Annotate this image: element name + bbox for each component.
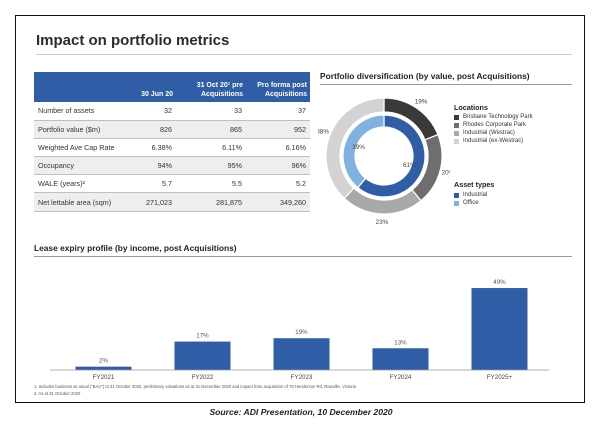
cell-value: 271,023	[126, 192, 176, 212]
donut-labels: 19% 20% 23% 38% 61% 39%	[318, 98, 450, 226]
bar-value-label: 49%	[493, 279, 506, 286]
category-label: FY2024	[390, 374, 412, 381]
cell-value: 281,875	[176, 192, 246, 212]
table-row: Number of assets 32 33 37	[34, 102, 310, 121]
locations-slice-industrial-ex-westrac	[325, 97, 385, 200]
asset-types-legend-heading: Asset types	[454, 180, 495, 189]
portfolio-metrics-table: 30 Jun 20 31 Oct 20¹ pre Acquisitions Pr…	[34, 72, 310, 212]
table-header-31oct20: 31 Oct 20¹ pre Acquisitions	[176, 72, 246, 102]
cell-value: 37	[246, 102, 310, 121]
bar-fy2023	[273, 338, 330, 370]
cell-value: 6.38%	[126, 138, 176, 158]
cell-value: 826	[126, 120, 176, 139]
table-row: WALE (years)² 5.7 5.5 5.2	[34, 174, 310, 194]
cell-value: 96%	[246, 156, 310, 176]
row-label: Weighted Ave Cap Rate	[34, 138, 126, 158]
locations-legend-swatch	[454, 114, 459, 120]
bar-value-label: 13%	[394, 339, 407, 346]
source-caption: Source: ADI Presentation, 10 December 20…	[209, 407, 393, 417]
bar-fy2024	[372, 348, 429, 370]
asset-types-legend-swatch	[454, 200, 459, 206]
asset-types-legend-item: Office	[454, 200, 479, 206]
bar-fy2021	[75, 366, 132, 370]
locations-legend-heading: Locations	[454, 103, 488, 112]
lease-expiry-title: Lease expiry profile (by income, post Ac…	[34, 243, 237, 253]
cell-value: 33	[176, 102, 246, 121]
locations-legend-swatch	[454, 138, 459, 144]
asset-types-slice-label: 39%	[352, 144, 365, 151]
locations-legend-label: Industrial (Westrac)	[463, 130, 515, 136]
cell-value: 6.16%	[246, 138, 310, 158]
row-label: Occupancy	[34, 156, 126, 176]
table-header-blank	[34, 72, 126, 102]
locations-legend-item: Rhodes Corporate Park	[454, 122, 526, 128]
locations-legend-swatch	[454, 130, 459, 136]
asset-types-slice-industrial	[357, 114, 426, 198]
table-header-proforma: Pro forma post Acquisitions	[246, 72, 310, 102]
row-label: WALE (years)²	[34, 174, 126, 194]
cell-value: 5.2	[246, 174, 310, 194]
table-row: Weighted Ave Cap Rate 6.38% 6.11% 6.16%	[34, 138, 310, 158]
row-label: Portfolio value ($m)	[34, 120, 126, 139]
locations-legend-label: Industrial (ex-Westrac)	[463, 138, 524, 144]
bar-value-label: 19%	[295, 329, 308, 336]
category-label: FY2022	[192, 374, 214, 381]
locations-slice-label: 20%	[442, 169, 450, 176]
portfolio-diversification-donut: 19% 20% 23% 38% 61% 39%	[318, 97, 450, 226]
footnote-1: 1. Includes business as usual ("BAU") to…	[34, 384, 357, 389]
lease-expiry-divider	[34, 256, 572, 257]
row-label: Number of assets	[34, 102, 126, 121]
page-title: Impact on portfolio metrics	[36, 32, 230, 49]
locations-legend-item: Brisbane Technology Park	[454, 114, 533, 120]
table-header-row: 30 Jun 20 31 Oct 20¹ pre Acquisitions Pr…	[34, 72, 310, 102]
locations-ring	[325, 97, 443, 215]
table-header-30jun20: 30 Jun 20	[126, 72, 176, 102]
locations-legend-item: Industrial (ex-Westrac)	[454, 138, 523, 144]
asset-types-slice-label: 61%	[403, 162, 416, 169]
cell-value: 5.7	[126, 174, 176, 194]
category-label: FY2023	[291, 374, 313, 381]
asset-types-slice-office	[342, 114, 385, 189]
table-row: Net lettable area (sqm) 271,023 281,875 …	[34, 192, 310, 212]
bar-fy2025	[471, 288, 528, 370]
locations-legend-swatch	[454, 122, 459, 128]
bar-value-label: 17%	[196, 333, 209, 340]
title-divider	[36, 54, 572, 55]
asset-types-legend-label: Office	[463, 200, 479, 206]
lease-expiry-bar-chart: 2%17% 19%13%49% FY2021 FY2022 FY2023 FY2024 F…	[50, 279, 549, 381]
locations-legend-label: Rhodes Corporate Park	[463, 122, 527, 128]
asset-types-legend-item: Industrial	[454, 192, 487, 198]
cell-value: 349,260	[246, 192, 310, 212]
cell-value: 952	[246, 120, 310, 139]
locations-legend-label: Brisbane Technology Park	[463, 114, 533, 120]
bar-value-label: 2%	[99, 358, 108, 365]
bar-fy2022	[174, 341, 231, 370]
cell-value: 6.11%	[176, 138, 246, 158]
row-label: Net lettable area (sqm)	[34, 192, 126, 212]
cell-value: 865	[176, 120, 246, 139]
cell-value: 95%	[176, 156, 246, 176]
locations-slice-label: 19%	[415, 98, 428, 105]
asset-types-ring	[342, 114, 426, 198]
locations-legend-item: Industrial (Westrac)	[454, 130, 515, 136]
cell-value: 94%	[126, 156, 176, 176]
locations-slice-label: 23%	[376, 219, 389, 226]
category-label: FY2025+	[487, 374, 513, 381]
lease-bars: 2% 17% 19% 13% 49%	[75, 279, 528, 370]
category-label: FY2021	[93, 374, 115, 381]
diversification-divider	[320, 84, 572, 85]
asset-types-legend-label: Industrial	[463, 192, 488, 198]
cell-value: 5.5	[176, 174, 246, 194]
table-row: Portfolio value ($m) 826 865 952	[34, 120, 310, 139]
diversification-title: Portfolio diversification (by value, pos…	[320, 71, 530, 81]
locations-slice-label: 38%	[318, 129, 329, 136]
asset-types-legend-swatch	[454, 192, 459, 198]
cell-value: 32	[126, 102, 176, 121]
slide-frame: Impact on portfolio metrics 30 Jun 20 31…	[15, 15, 585, 403]
footnote-2: 2. As at 31 October 2020	[34, 391, 81, 396]
lease-category-labels: FY2021 FY2022 FY2023 FY2024 FY2025+	[93, 374, 513, 381]
table-row: Occupancy 94% 95% 96%	[34, 156, 310, 176]
